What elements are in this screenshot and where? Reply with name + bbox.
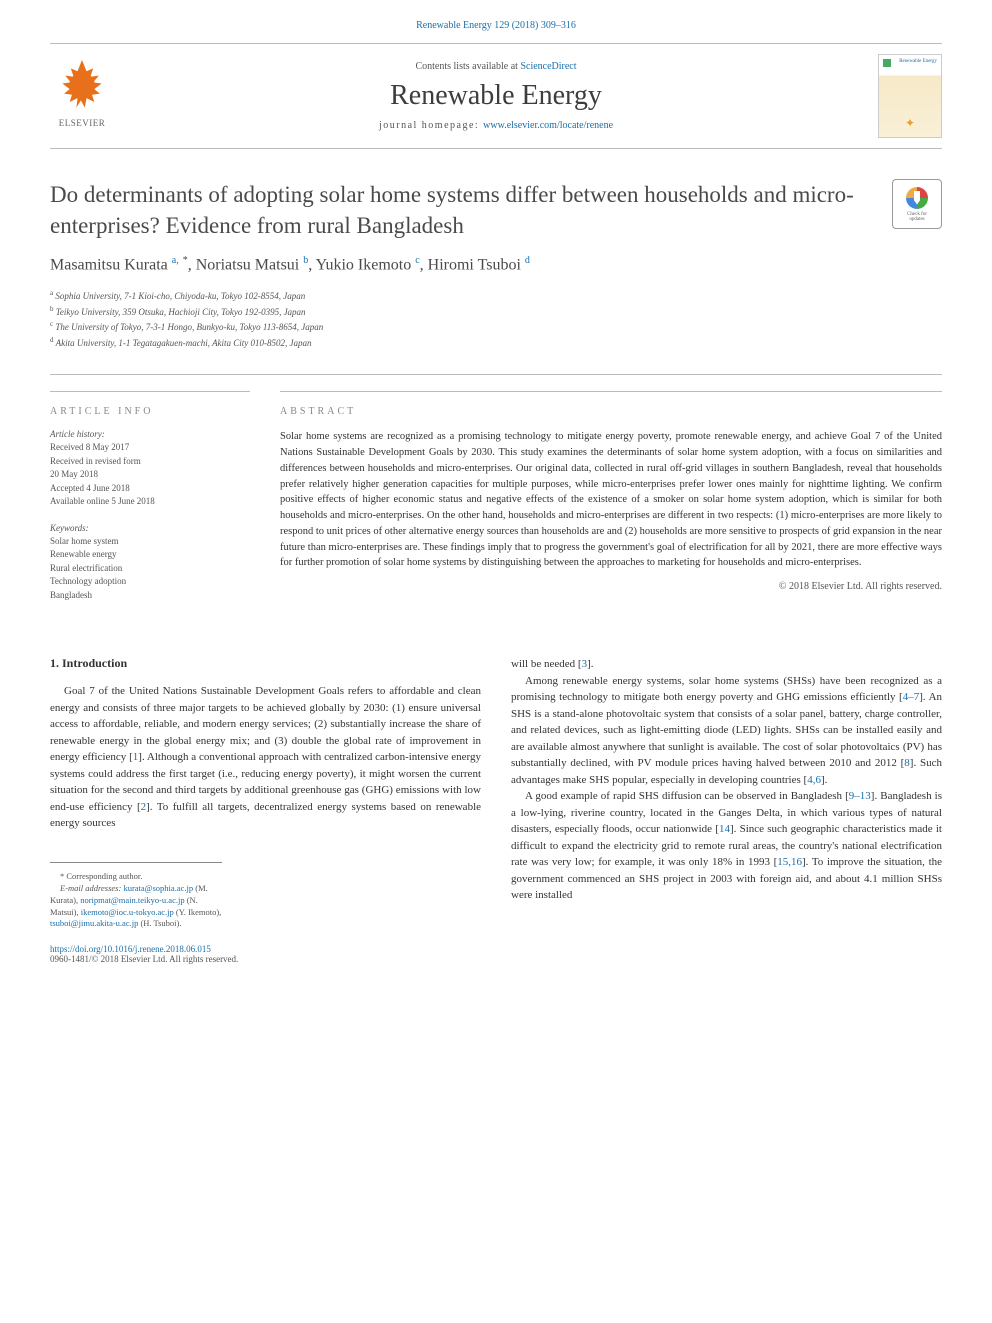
- history-text: Received 8 May 2017Received in revised f…: [50, 441, 250, 509]
- body-columns: 1. Introduction Goal 7 of the United Nat…: [50, 656, 942, 964]
- crossmark-icon: [906, 187, 928, 209]
- check-updates-badge[interactable]: Check forupdates: [892, 179, 942, 229]
- history-label: Article history:: [50, 429, 250, 439]
- footer-rights: 0960-1481/© 2018 Elsevier Ltd. All right…: [50, 954, 238, 964]
- abstract-copyright: © 2018 Elsevier Ltd. All rights reserved…: [280, 581, 942, 592]
- body-para-1: Goal 7 of the United Nations Sustainable…: [50, 683, 481, 832]
- doi-link[interactable]: https://doi.org/10.1016/j.renene.2018.06…: [50, 944, 211, 954]
- header-center: Contents lists available at ScienceDirec…: [114, 61, 878, 131]
- publisher-name: ELSEVIER: [59, 118, 106, 128]
- corresponding-author-note: * Corresponding author.: [50, 871, 222, 883]
- elsevier-tree-icon: [54, 60, 110, 116]
- authors-list: Masamitsu Kurata a, *, Noriatsu Matsui b…: [50, 255, 942, 274]
- article-title: Do determinants of adopting solar home s…: [50, 179, 872, 241]
- info-abstract-row: ARTICLE INFO Article history: Received 8…: [50, 374, 942, 616]
- contents-prefix: Contents lists available at: [415, 61, 520, 72]
- body-para-2: will be needed [3].: [511, 656, 942, 673]
- email-addresses-note: E-mail addresses: kurata@sophia.ac.jp (M…: [50, 883, 222, 931]
- cover-title: Renewable Energy: [899, 59, 937, 64]
- keywords-label: Keywords:: [50, 523, 250, 533]
- abstract-text: Solar home systems are recognized as a p…: [280, 429, 942, 571]
- updates-badge-text: Check forupdates: [907, 212, 927, 222]
- contents-line: Contents lists available at ScienceDirec…: [114, 61, 878, 72]
- sciencedirect-link[interactable]: ScienceDirect: [520, 61, 576, 72]
- footer-doi: https://doi.org/10.1016/j.renene.2018.06…: [50, 944, 481, 964]
- abstract-heading: ABSTRACT: [280, 406, 942, 417]
- journal-cover-thumbnail: Renewable Energy: [878, 54, 942, 138]
- keywords-block: Keywords: Solar home systemRenewable ene…: [50, 523, 250, 603]
- body-col-left: 1. Introduction Goal 7 of the United Nat…: [50, 656, 481, 964]
- affiliations-list: a Sophia University, 7-1 Kioi-cho, Chiyo…: [50, 288, 942, 350]
- body-para-3: Among renewable energy systems, solar ho…: [511, 673, 942, 789]
- abstract-column: ABSTRACT Solar home systems are recogniz…: [280, 391, 942, 616]
- journal-name: Renewable Energy: [114, 80, 878, 112]
- title-row: Do determinants of adopting solar home s…: [50, 179, 942, 241]
- section-heading-intro: 1. Introduction: [50, 656, 481, 671]
- body-col-right: will be needed [3]. Among renewable ener…: [511, 656, 942, 964]
- elsevier-logo: ELSEVIER: [50, 60, 114, 132]
- article-info-column: ARTICLE INFO Article history: Received 8…: [50, 391, 250, 616]
- keywords-text: Solar home systemRenewable energyRural e…: [50, 535, 250, 603]
- journal-header: ELSEVIER Contents lists available at Sci…: [50, 43, 942, 149]
- body-para-4: A good example of rapid SHS diffusion ca…: [511, 788, 942, 904]
- footnotes-block: * Corresponding author. E-mail addresses…: [50, 862, 222, 930]
- homepage-line: journal homepage: www.elsevier.com/locat…: [114, 120, 878, 131]
- homepage-link[interactable]: www.elsevier.com/locate/renene: [483, 120, 613, 131]
- article-info-heading: ARTICLE INFO: [50, 406, 250, 417]
- citation-link[interactable]: Renewable Energy 129 (2018) 309–316: [50, 20, 942, 31]
- history-block: Article history: Received 8 May 2017Rece…: [50, 429, 250, 509]
- homepage-prefix: journal homepage:: [379, 120, 483, 131]
